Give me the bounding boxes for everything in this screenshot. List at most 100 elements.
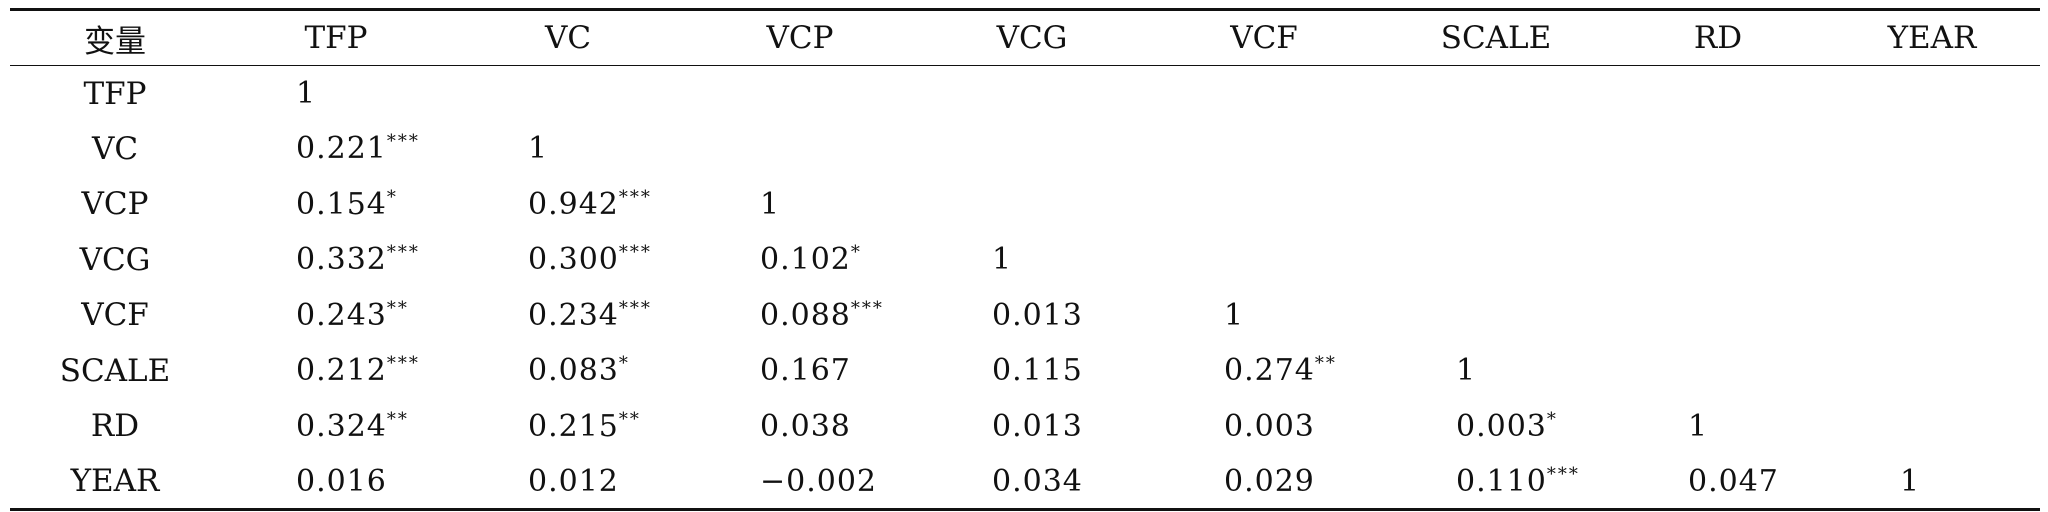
table-cell: 0.942*** [452, 177, 684, 233]
table-cell [684, 66, 916, 122]
table-cell [1380, 232, 1612, 288]
header-scale: SCALE [1380, 8, 1612, 66]
significance-stars: ** [1314, 353, 1337, 375]
header-variable: 变量 [10, 8, 220, 66]
significance-stars: *** [386, 353, 420, 375]
table-cell [1612, 66, 1824, 122]
table-cell [1148, 177, 1380, 233]
table-cell: 0.167 [684, 343, 916, 399]
significance-stars: * [850, 242, 862, 264]
table-row: RD 0.324** 0.215** 0.038 0.013 0.003 0.003* 1 [10, 399, 2040, 455]
table-cell: 0.115 [916, 343, 1148, 399]
coefficient-value: 0.324 [296, 408, 387, 444]
table-cell: 1 [916, 232, 1148, 288]
coefficient-value: 0.221 [296, 131, 387, 167]
coefficient-value: 0.212 [296, 353, 387, 389]
row-label: VCF [81, 297, 149, 334]
coefficient-value: 0.034 [992, 463, 1083, 499]
coefficient-value: 0.215 [528, 408, 619, 444]
coefficient-value: 0.088 [760, 297, 851, 333]
significance-stars: *** [850, 297, 884, 319]
table-cell: 1 [1148, 288, 1380, 344]
coefficient-value: 0.029 [1224, 463, 1315, 499]
coefficient-value: 1 [992, 242, 1013, 278]
table-cell: 0.215** [452, 399, 684, 455]
table-cell: 1 [1380, 343, 1612, 399]
table-row: VCF 0.243** 0.234*** 0.088*** 0.013 1 [10, 288, 2040, 344]
coefficient-value: 0.942 [528, 186, 619, 222]
table-cell: 0.221*** [220, 121, 452, 177]
coefficient-value: 0.013 [992, 297, 1083, 333]
coefficient-value: 0.243 [296, 297, 387, 333]
table-cell [916, 66, 1148, 122]
table-cell: 0.047 [1612, 454, 1824, 511]
table-cell [1612, 177, 1824, 233]
table-cell [1824, 121, 2040, 177]
table-cell: 0.274** [1148, 343, 1380, 399]
table-cell: 0.212*** [220, 343, 452, 399]
significance-stars: *** [618, 242, 652, 264]
table-cell: 0.029 [1148, 454, 1380, 511]
row-label: RD [90, 408, 140, 445]
table-cell [1824, 232, 2040, 288]
table-row: VCP 0.154* 0.942*** 1 [10, 177, 2040, 233]
table-cell: 1 [452, 121, 684, 177]
coefficient-value: 0.016 [296, 463, 387, 499]
table-cell: 0.154* [220, 177, 452, 233]
header-tfp: TFP [220, 8, 452, 66]
table-cell: 0.003* [1380, 399, 1612, 455]
coefficient-value: 0.115 [992, 353, 1083, 389]
row-label: YEAR [10, 454, 220, 511]
table-cell: 0.243** [220, 288, 452, 344]
table-cell [916, 121, 1148, 177]
row-label: SCALE [59, 352, 171, 389]
table-cell [1380, 66, 1612, 122]
significance-stars: * [386, 186, 398, 208]
coefficient-value: 1 [760, 186, 781, 222]
table-cell [1612, 343, 1824, 399]
correlation-table: 变量 TFP VC VCP VCG VCF SCALE RD YEAR TFP 1… [10, 8, 2040, 511]
coefficient-value: −0.002 [760, 463, 878, 499]
table-cell: −0.002 [684, 454, 916, 511]
significance-stars: *** [618, 186, 652, 208]
table-cell: 0.332*** [220, 232, 452, 288]
coefficient-value: 1 [1688, 408, 1709, 444]
table-cell: 1 [1612, 399, 1824, 455]
table-cell: 0.102* [684, 232, 916, 288]
coefficient-value: 0.274 [1224, 353, 1315, 389]
significance-stars: * [618, 353, 630, 375]
table-cell: 0.088*** [684, 288, 916, 344]
coefficient-value: 1 [1900, 463, 1921, 499]
header-rd: RD [1612, 8, 1824, 66]
table-cell: 0.016 [220, 454, 452, 511]
table-cell: 0.013 [916, 288, 1148, 344]
coefficient-value: 0.038 [760, 408, 851, 444]
coefficient-value: 0.154 [296, 186, 387, 222]
table-cell [916, 177, 1148, 233]
table-cell: 0.300*** [452, 232, 684, 288]
header-vc: VC [452, 8, 684, 66]
table-cell: 0.234*** [452, 288, 684, 344]
coefficient-value: 0.047 [1688, 463, 1779, 499]
coefficient-value: 0.012 [528, 463, 619, 499]
table-cell: 0.034 [916, 454, 1148, 511]
row-label: TFP [83, 75, 147, 112]
table-cell: 1 [1824, 454, 2040, 511]
coefficient-value: 1 [1456, 353, 1477, 389]
table-cell [1824, 66, 2040, 122]
coefficient-value: 0.332 [296, 242, 387, 278]
table-cell [1824, 177, 2040, 233]
coefficient-value: 1 [1224, 297, 1245, 333]
table-row: VC 0.221*** 1 [10, 121, 2040, 177]
table-cell [1380, 288, 1612, 344]
table-cell [1380, 121, 1612, 177]
significance-stars: ** [386, 408, 409, 430]
table-cell: 0.324** [220, 399, 452, 455]
table-cell [1612, 121, 1824, 177]
coefficient-value: 0.003 [1456, 408, 1547, 444]
table-cell [1824, 288, 2040, 344]
row-label: VC [91, 130, 139, 167]
header-row: 变量 TFP VC VCP VCG VCF SCALE RD YEAR [10, 8, 2040, 66]
table-cell: 0.083* [452, 343, 684, 399]
